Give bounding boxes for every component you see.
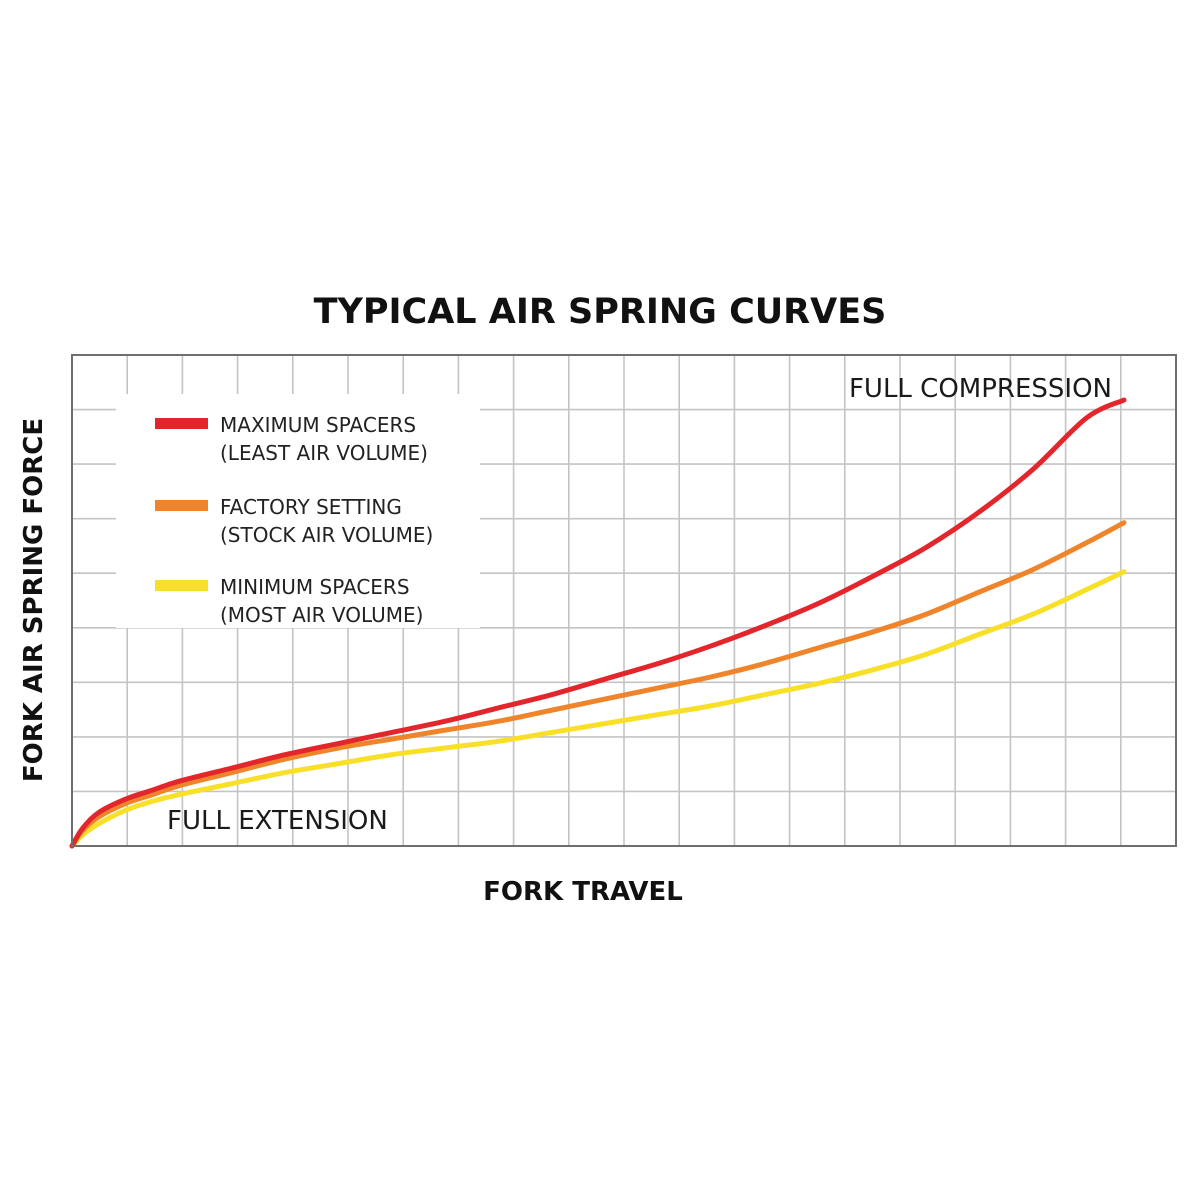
legend-swatch-maximum-spacers	[155, 418, 208, 429]
series-line-factory-setting	[69, 520, 1127, 849]
legend-swatch-minimum-spacers	[155, 580, 208, 591]
y-axis-label: FORK AIR SPRING FORCE	[19, 418, 49, 782]
legend-note-maximum-spacers: (LEAST AIR VOLUME)	[220, 441, 428, 465]
curves	[69, 397, 1127, 849]
legend-note-factory-setting: (STOCK AIR VOLUME)	[220, 523, 433, 547]
series-line-maximum-spacers	[69, 397, 1127, 849]
plot-frame	[71, 354, 1177, 847]
legend: MAXIMUM SPACERS (LEAST AIR VOLUME) FACTORY…	[155, 413, 433, 627]
legend-note-minimum-spacers: (MOST AIR VOLUME)	[220, 603, 423, 627]
annotation-full-compression: FULL COMPRESSION	[849, 374, 1112, 404]
legend-label-maximum-spacers: MAXIMUM SPACERS	[220, 413, 416, 437]
annotation-full-extension: FULL EXTENSION	[167, 806, 388, 836]
legend-label-factory-setting: FACTORY SETTING	[220, 495, 402, 519]
legend-swatch-factory-setting	[155, 500, 208, 511]
series-line-minimum-spacers	[69, 569, 1127, 849]
chart-title: TYPICAL AIR SPRING CURVES	[314, 292, 887, 332]
legend-label-minimum-spacers: MINIMUM SPACERS	[220, 575, 410, 599]
x-axis-label: FORK TRAVEL	[483, 877, 683, 907]
